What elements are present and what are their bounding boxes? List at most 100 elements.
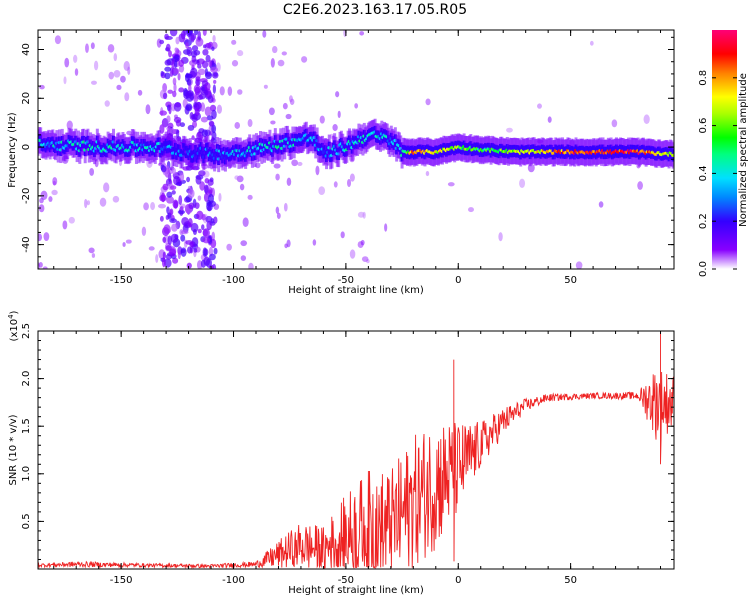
colorbar-tick-label: 0.0 xyxy=(698,261,709,277)
spectrogram-band-blob xyxy=(196,59,200,66)
spectrogram-band-blob xyxy=(197,94,204,100)
spectrogram-noise-blob xyxy=(643,114,650,125)
spectrogram-band-blob xyxy=(173,200,179,209)
spectrogram-noise-blob xyxy=(349,249,356,259)
spectrogram-noise-blob xyxy=(148,246,155,251)
spectrogram-noise-blob xyxy=(275,173,280,181)
spectrogram-band-blob xyxy=(162,251,167,259)
spectrogram-noise-blob xyxy=(547,116,552,123)
spectrogram-noise-blob xyxy=(104,100,110,107)
spectrogram-band-blob xyxy=(164,72,171,80)
spectrogram-band-blob xyxy=(208,121,215,127)
spectrogram-noise-blob xyxy=(283,202,288,212)
x-tick-label: 0 xyxy=(455,575,461,586)
spectrogram-band-blob xyxy=(186,176,191,183)
spectrogram-band-blob xyxy=(190,113,198,120)
spectrogram-noise-blob xyxy=(231,60,239,67)
x-tick-label: -150 xyxy=(110,575,133,586)
colorbar-gradient xyxy=(712,30,737,269)
spectrogram-band-blob xyxy=(200,116,209,123)
spectrogram-band-blob xyxy=(168,104,172,115)
spectrogram-band-blob xyxy=(187,188,195,199)
spectrogram-noise-blob xyxy=(272,45,278,54)
y-tick-label: 2.0 xyxy=(21,371,32,387)
spectrogram-band-blob xyxy=(167,89,174,94)
spectrogram-band-blob xyxy=(213,79,217,84)
y-tick-label: 0.5 xyxy=(21,513,32,529)
spectrogram-noise-blob xyxy=(84,198,88,209)
spectrogram-noise-blob xyxy=(240,255,247,262)
spectrogram-noise-blob xyxy=(113,69,121,78)
spectrogram-band-blob xyxy=(171,59,175,69)
spectrogram-band-blob xyxy=(197,30,201,41)
spectrogram-band-blob xyxy=(179,172,185,182)
spectrogram-noise-blob xyxy=(286,239,291,248)
y-tick-label: 1.5 xyxy=(21,418,32,434)
spectrogram-noise-blob xyxy=(270,57,275,68)
spectrogram-noise-blob xyxy=(234,121,241,129)
spectrogram-band-blob xyxy=(171,223,178,232)
figure-title: C2E6.2023.163.17.05.R05 xyxy=(282,2,468,18)
spectrogram-noise-blob xyxy=(340,231,345,239)
spectrogram-noise-blob xyxy=(137,89,143,96)
spectrogram-band-blob xyxy=(162,236,167,243)
x-tick-label: 0 xyxy=(455,275,461,286)
spectrogram-noise-blob xyxy=(506,127,513,133)
spectrogram-band-blob xyxy=(205,215,213,223)
snr-y-axis-label: SNR (10 * v/v) xyxy=(8,414,19,485)
spectrogram-noise-blob xyxy=(124,92,130,102)
spectrogram-x-axis-label: Height of straight line (km) xyxy=(288,285,424,296)
spectrogram-noise-blob xyxy=(40,190,48,201)
spectrogram-noise-blob xyxy=(234,175,240,180)
spectrogram-noise-blob xyxy=(315,165,320,176)
spectrogram-noise-blob xyxy=(589,40,594,46)
spectrogram-noise-blob xyxy=(361,256,369,263)
spectrogram-band-blob xyxy=(185,240,194,245)
spectrogram-band-blob xyxy=(211,71,219,79)
spectrogram-band-blob xyxy=(194,30,199,36)
spectrogram-band-blob xyxy=(174,60,178,69)
spectrogram-noise-blob xyxy=(425,98,431,106)
spectrogram-band-blob xyxy=(170,185,177,190)
spectrogram-band-blob xyxy=(202,247,208,257)
spectrogram-band-blob xyxy=(204,68,208,75)
spectrogram-noise-blob xyxy=(42,266,48,269)
snr-data xyxy=(38,331,674,569)
spectrogram-band-blob xyxy=(203,192,209,202)
spectrogram-band-blob xyxy=(199,181,206,191)
snr-y-multiplier: (x104) xyxy=(7,310,20,341)
spectrogram-noise-blob xyxy=(88,247,95,254)
spectrogram-noise-blob xyxy=(63,76,67,85)
spectrogram-noise-blob xyxy=(333,181,338,188)
spectrogram-band-blob xyxy=(204,106,212,117)
spectrogram-noise-blob xyxy=(116,84,122,90)
colorbar-tick-label: 0.6 xyxy=(698,118,709,134)
x-tick-label: -50 xyxy=(338,575,354,586)
spectrogram-band-blob xyxy=(166,196,174,204)
spectrogram-band-blob xyxy=(186,90,194,97)
spectrogram-noise-blob xyxy=(212,34,216,43)
spectrogram-band-blob xyxy=(201,129,208,137)
spectrogram-noise-blob xyxy=(64,57,70,68)
spectrogram-noise-blob xyxy=(99,197,107,207)
spectrogram-noise-blob xyxy=(319,115,325,124)
spectrogram-noise-blob xyxy=(468,207,474,213)
spectrogram-noise-blob xyxy=(145,104,151,115)
spectrogram-band-blob xyxy=(158,203,166,209)
spectrogram-band-blob xyxy=(172,90,177,98)
y-tick-label: -20 xyxy=(21,188,32,204)
spectrogram-band-blob xyxy=(168,50,172,58)
spectrogram-noise-blob xyxy=(125,239,132,244)
x-tick-label: -100 xyxy=(222,575,245,586)
spectrogram-noise-blob xyxy=(268,107,275,116)
spectrogram-noise-blob xyxy=(447,182,455,187)
spectrogram-noise-blob xyxy=(68,216,75,224)
spectrogram-band-blob xyxy=(195,175,202,185)
spectrogram-noise-blob xyxy=(219,86,225,96)
spectrogram-band-blob xyxy=(213,247,218,255)
y-tick-label: -40 xyxy=(21,236,32,252)
spectrogram-noise-blob xyxy=(537,103,542,109)
spectrogram-band-blob xyxy=(166,191,173,198)
spectrogram-band-blob xyxy=(167,235,173,246)
spectrogram-noise-blob xyxy=(275,206,280,214)
